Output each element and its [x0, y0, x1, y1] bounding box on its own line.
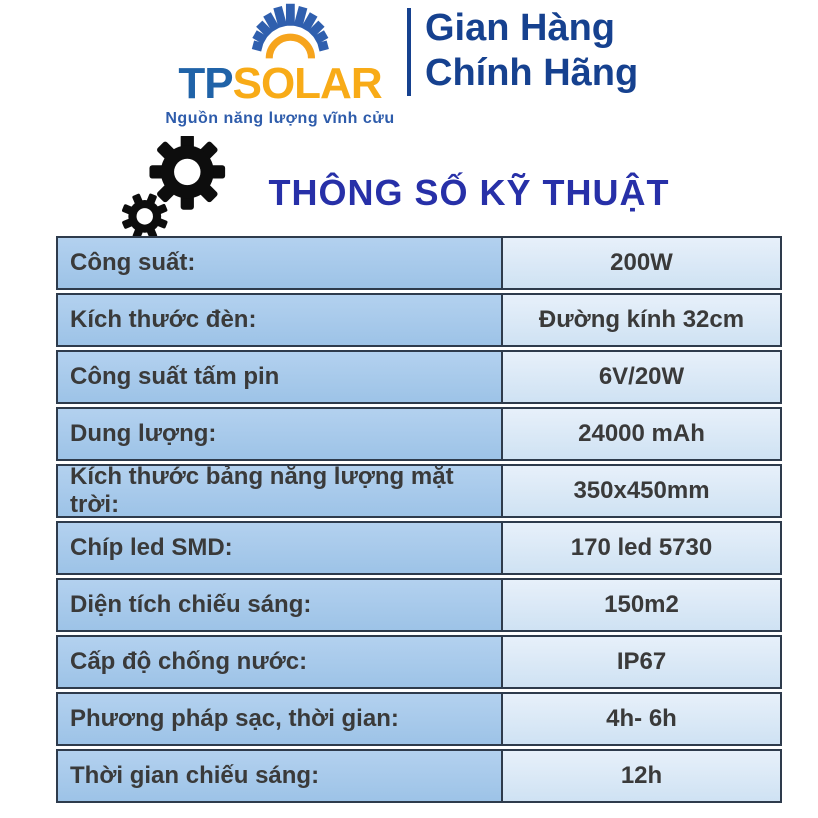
- spec-label: Diện tích chiếu sáng:: [56, 578, 503, 632]
- spec-label: Công suất:: [56, 236, 503, 290]
- spec-value: 170 led 5730: [501, 521, 782, 575]
- table-row: Công suất: 200W: [56, 236, 782, 290]
- table-row: Dung lượng: 24000 mAh: [56, 407, 782, 461]
- logo-text-tp: TP: [178, 59, 233, 108]
- store-label-line1: Gian Hàng: [425, 7, 616, 49]
- spec-label: Cấp độ chống nước:: [56, 635, 503, 689]
- logo-wordmark: TPSOLAR: [155, 62, 405, 106]
- spec-label: Phương pháp sạc, thời gian:: [56, 692, 503, 746]
- spec-label: Chíp led SMD:: [56, 521, 503, 575]
- spec-value: 150m2: [501, 578, 782, 632]
- table-row: Thời gian chiếu sáng: 12h: [56, 749, 782, 803]
- spec-label: Thời gian chiếu sáng:: [56, 749, 503, 803]
- gears-icon: [122, 136, 226, 240]
- spec-label: Công suất tấm pin: [56, 350, 503, 404]
- table-row: Kích thước bảng năng lượng mặt trời: 350…: [56, 463, 782, 518]
- table-row: Công suất tấm pin 6V/20W: [56, 350, 782, 404]
- table-row: Phương pháp sạc, thời gian: 4h- 6h: [56, 692, 782, 746]
- store-label: Gian Hàng Chính Hãng: [425, 6, 638, 96]
- store-label-line2: Chính Hãng: [425, 51, 639, 94]
- table-row: Cấp độ chống nước: IP67: [56, 635, 782, 689]
- section-title: THÔNG SỐ KỸ THUẬT: [268, 172, 670, 213]
- spec-label: Kích thước đèn:: [56, 293, 503, 347]
- table-row: Kích thước đèn: Đường kính 32cm: [56, 293, 782, 347]
- spec-table: Công suất: 200W Kích thước đèn: Đường kí…: [56, 236, 782, 806]
- spec-value: IP67: [501, 635, 782, 689]
- spec-label: Kích thước bảng năng lượng mặt trời:: [56, 463, 503, 518]
- spec-value: 12h: [501, 749, 782, 803]
- logo-tagline: Nguồn năng lượng vĩnh cửu: [165, 110, 395, 127]
- header-divider: [407, 8, 411, 96]
- spec-label: Dung lượng:: [56, 407, 503, 461]
- table-row: Chíp led SMD: 170 led 5730: [56, 521, 782, 575]
- sun-rays-icon: [251, 3, 329, 59]
- logo-text-solar: SOLAR: [232, 59, 383, 108]
- spec-value: 350x450mm: [501, 464, 782, 518]
- spec-value: Đường kính 32cm: [501, 293, 782, 347]
- brand-logo: TPSOLAR Nguồn năng lượng vĩnh cửu: [155, 0, 405, 128]
- spec-value: 6V/20W: [501, 350, 782, 404]
- spec-value: 24000 mAh: [501, 407, 782, 461]
- spec-value: 4h- 6h: [501, 692, 782, 746]
- table-row: Diện tích chiếu sáng: 150m2: [56, 578, 782, 632]
- spec-value: 200W: [501, 236, 782, 290]
